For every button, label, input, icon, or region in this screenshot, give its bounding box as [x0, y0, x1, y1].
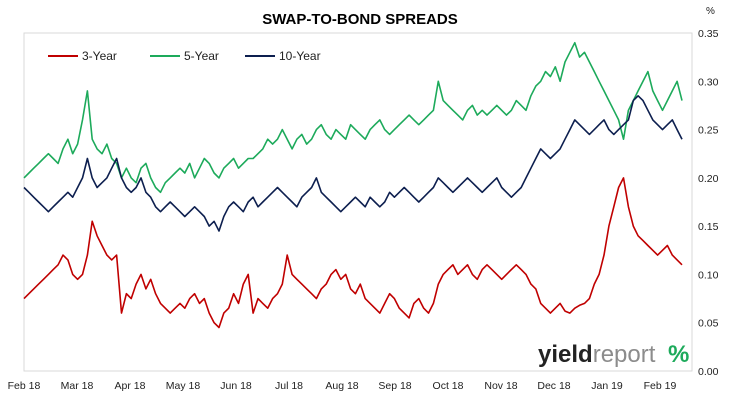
y-tick-label: 0.15	[698, 221, 719, 233]
x-tick-label: Jul 18	[275, 380, 303, 392]
x-tick-label: Jan 19	[591, 380, 623, 392]
chart-title: SWAP-TO-BOND SPREADS	[262, 11, 458, 28]
legend-label: 3-Year	[82, 49, 117, 63]
series-line-3-year	[23, 177, 683, 329]
y-tick-label: 0.20	[698, 173, 719, 185]
x-tick-label: May 18	[166, 380, 201, 392]
x-axis-ticks: Feb 18 Mar 18 Apr 18 May 18 Jun 18 Jul 18 Aug …	[8, 380, 677, 392]
x-tick-label: Nov 18	[484, 380, 517, 392]
legend-label: 5-Year	[184, 49, 219, 63]
x-tick-label: Mar 18	[61, 380, 94, 392]
logo-percent-symbol: %	[668, 341, 689, 368]
yieldreport-logo: yieldreport %	[538, 341, 689, 368]
x-tick-label: Jun 18	[220, 380, 252, 392]
x-tick-label: Dec 18	[537, 380, 570, 392]
y-axis-ticks: 0.00 0.05 0.10 0.15 0.20 0.25 0.30 0.35	[698, 28, 719, 378]
y-tick-label: 0.30	[698, 76, 719, 88]
legend: 3-Year 5-Year 10-Year	[48, 49, 321, 63]
logo-yield: yield	[538, 341, 593, 368]
series-lines	[23, 41, 683, 329]
x-tick-label: Sep 18	[378, 380, 411, 392]
series-line-5-year	[23, 41, 683, 194]
legend-label: 10-Year	[279, 49, 321, 63]
y-axis-unit: %	[706, 6, 715, 17]
y-tick-label: 0.05	[698, 318, 719, 330]
y-tick-label: 0.00	[698, 366, 719, 378]
logo-text: yieldreport	[538, 341, 656, 368]
plot-area-border	[23, 32, 693, 372]
x-tick-label: Feb 19	[644, 380, 677, 392]
x-tick-label: Feb 18	[8, 380, 41, 392]
logo-report: report	[593, 341, 656, 368]
series-line-10-year	[23, 95, 683, 232]
x-tick-label: Aug 18	[325, 380, 358, 392]
y-tick-label: 0.25	[698, 125, 719, 137]
x-tick-label: Oct 18	[433, 380, 464, 392]
y-tick-label: 0.10	[698, 269, 719, 281]
y-tick-label: 0.35	[698, 28, 719, 40]
x-tick-label: Apr 18	[115, 380, 146, 392]
